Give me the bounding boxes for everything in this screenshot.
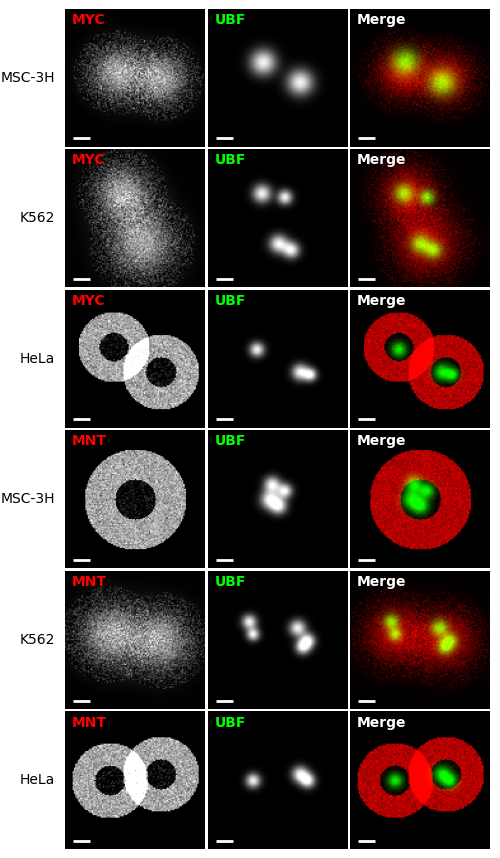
Text: MNT: MNT [72,434,107,449]
Text: HeLa: HeLa [20,352,55,366]
Text: HeLa: HeLa [20,773,55,788]
Text: MYC: MYC [72,13,106,27]
Text: MYC: MYC [72,154,106,167]
Text: K562: K562 [20,633,55,647]
Text: Merge: Merge [357,575,406,589]
Text: MNT: MNT [72,716,107,729]
Text: MSC-3H: MSC-3H [0,70,55,85]
Text: UBF: UBF [214,13,246,27]
Text: Merge: Merge [357,13,406,27]
Text: MYC: MYC [72,293,106,308]
Text: K562: K562 [20,211,55,225]
Text: Merge: Merge [357,293,406,308]
Text: UBF: UBF [214,716,246,729]
Text: Merge: Merge [357,434,406,449]
Text: Merge: Merge [357,154,406,167]
Text: UBF: UBF [214,293,246,308]
Text: Merge: Merge [357,716,406,729]
Text: MSC-3H: MSC-3H [0,492,55,506]
Text: UBF: UBF [214,434,246,449]
Text: MNT: MNT [72,575,107,589]
Text: UBF: UBF [214,154,246,167]
Text: UBF: UBF [214,575,246,589]
